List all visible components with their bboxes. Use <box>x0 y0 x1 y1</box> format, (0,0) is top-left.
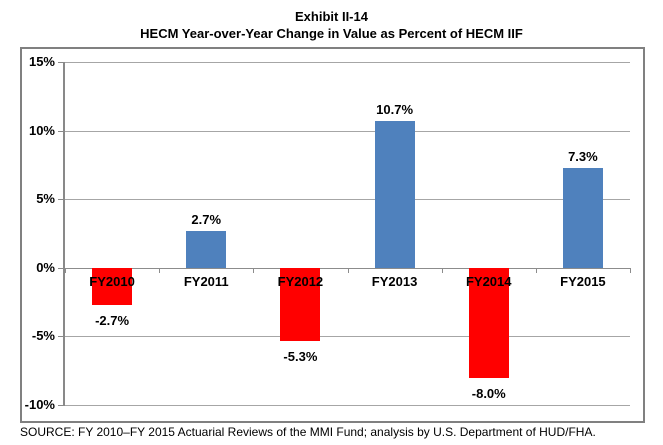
bar-fy2010 <box>92 267 133 305</box>
category-axis-tick <box>347 267 349 273</box>
bar-value-label: 2.7% <box>191 211 222 227</box>
gridline <box>65 130 630 132</box>
y-axis-tick <box>58 130 65 132</box>
bar-fy2014 <box>468 267 509 378</box>
category-axis-tick <box>535 267 537 273</box>
y-axis-tick-label: 15% <box>28 54 55 69</box>
category-label-fy2014: FY2014 <box>465 273 512 289</box>
y-axis-tick-label: 10% <box>28 122 55 138</box>
y-axis-tick <box>58 62 65 63</box>
bar-value-label: 10.7% <box>376 101 414 117</box>
y-axis-tick-label: 5% <box>36 191 55 207</box>
bar-fy2011 <box>186 230 227 268</box>
bar-value-label: 7.3% <box>568 148 598 164</box>
category-axis-tick <box>65 267 66 273</box>
y-axis-tick <box>58 199 65 201</box>
category-label-fy2011: FY2011 <box>183 273 229 289</box>
bar-fy2015 <box>562 167 603 268</box>
category-axis-tick <box>253 267 255 273</box>
category-label-fy2010: FY2010 <box>89 273 135 289</box>
y-axis-tick <box>58 405 65 406</box>
y-axis-tick-label: -5% <box>31 328 55 344</box>
bar-value-label: -8.0% <box>471 385 506 401</box>
bar-fy2012 <box>280 267 321 341</box>
gridline <box>65 62 630 63</box>
gridline <box>65 199 630 201</box>
category-axis-tick <box>441 267 443 273</box>
bar-value-label: -2.7% <box>95 312 130 328</box>
y-axis-tick-label: -10% <box>24 397 55 412</box>
gridline <box>65 405 630 406</box>
gridline <box>65 336 630 338</box>
plot-area: 15% 10% 5% 0% -5% -10% -2.7% FY2010 2.7% FY2011 -5… <box>25 54 631 412</box>
chart-subtitle: HECM Year-over-Year Change in Value as P… <box>140 26 523 41</box>
chart-title: Exhibit II-14 <box>295 9 368 24</box>
category-label-fy2012: FY2012 <box>277 273 324 289</box>
category-axis-tick <box>630 267 631 273</box>
y-axis-tick <box>58 267 65 269</box>
y-axis-tick-label: 0% <box>36 259 55 275</box>
category-label-fy2015: FY2015 <box>560 273 606 289</box>
bar-value-label: -5.3% <box>283 348 318 364</box>
category-axis-tick <box>159 267 161 273</box>
y-axis-line <box>63 62 65 406</box>
y-axis-tick <box>58 336 65 338</box>
source-note: SOURCE: FY 2010–FY 2015 Actuarial Review… <box>20 425 596 439</box>
category-label-fy2013: FY2013 <box>371 273 418 289</box>
chart-frame: 15% 10% 5% 0% -5% -10% -2.7% FY2010 2.7% FY2011 -5… <box>20 47 645 423</box>
bar-fy2013 <box>374 120 415 268</box>
